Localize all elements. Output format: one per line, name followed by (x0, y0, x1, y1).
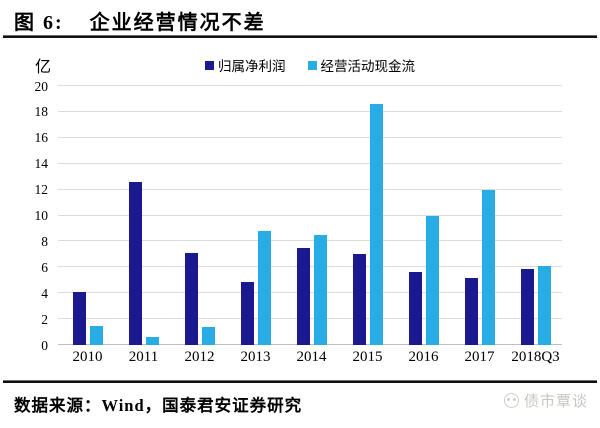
watermark: 债市覃谈 (503, 390, 588, 411)
figure-header: 图 6: 企业经营情况不差 (14, 6, 266, 35)
y-tick-label-16: 16 (34, 130, 49, 146)
bar-经营活动现金流-2017 (481, 189, 495, 345)
bar-group-2017 (450, 86, 506, 345)
bar-归属净利润-2016 (408, 272, 422, 345)
y-tick-label-8: 8 (41, 233, 48, 249)
watermark-logo-icon (503, 393, 519, 408)
bar-归属净利润-2014 (296, 247, 310, 345)
gridline-y-12 (58, 188, 562, 190)
bar-groups (58, 86, 562, 345)
x-tick-label-2013: 2013 (240, 349, 271, 365)
y-tick-label-6: 6 (41, 259, 48, 275)
gridline-y-0 (58, 344, 562, 345)
figure-title: 企业经营情况不差 (89, 12, 266, 34)
legend-label-net-profit: 归属净利润 (218, 59, 286, 74)
x-tick-label-2015: 2015 (352, 349, 383, 365)
y-axis-unit-label: 亿 (35, 59, 52, 76)
bar-归属净利润-2015 (352, 254, 366, 345)
bar-经营活动现金流-2012 (201, 326, 215, 345)
bar-group-2011 (114, 86, 170, 345)
legend: 归属净利润 经营活动现金流 (58, 55, 562, 75)
gridline-y-8 (58, 240, 562, 242)
y-tick-label-4: 4 (41, 285, 48, 301)
bar-归属净利润-2011 (128, 181, 142, 345)
gridline-y-10 (58, 214, 562, 216)
x-tick-label-2012: 2012 (184, 349, 215, 365)
y-tick-label-18: 18 (34, 104, 49, 120)
y-tick-label-20: 20 (34, 78, 49, 94)
gridline-y-4 (58, 292, 562, 294)
bar-group-2013 (226, 86, 282, 345)
bar-经营活动现金流-2013 (257, 231, 271, 345)
bar-group-2015 (338, 86, 394, 345)
bar-经营活动现金流-2018Q3 (537, 266, 551, 345)
y-tick-label-14: 14 (34, 155, 49, 171)
bar-经营活动现金流-2014 (313, 234, 327, 345)
bar-group-2010 (58, 86, 114, 345)
legend-item-net-profit: 归属净利润 (205, 55, 286, 75)
y-tick-label-2: 2 (41, 311, 48, 327)
bar-经营活动现金流-2010 (89, 325, 103, 345)
y-tick-label-0: 0 (41, 337, 48, 353)
gridline-y-14 (58, 162, 562, 164)
x-tick-label-2017: 2017 (464, 349, 495, 365)
y-tick-label-10: 10 (34, 207, 49, 223)
bar-group-2012 (170, 86, 226, 345)
x-tick-label-2018Q3: 2018Q3 (511, 349, 560, 365)
gridline-y-20 (58, 85, 562, 86)
bar-group-2014 (282, 86, 338, 345)
legend-swatch-net-profit-icon (205, 60, 214, 70)
x-tick-label-2010: 2010 (72, 349, 103, 365)
x-axis-labels: 2010 2011 2012 2013 2014 2015 2016 2017 2018Q3 (58, 349, 562, 366)
y-axis-labels: 0 2 4 6 8 10 12 14 16 18 20 (0, 79, 52, 351)
data-source: 数据来源：Wind，国泰君安证券研究 (14, 396, 303, 415)
bar-归属净利润-2018Q3 (520, 268, 534, 345)
legend-item-operating-cashflow: 经营活动现金流 (307, 55, 416, 75)
gridline-y-18 (58, 110, 562, 112)
x-tick-label-2014: 2014 (296, 349, 327, 365)
x-tick-label-2011: 2011 (128, 349, 159, 365)
x-tick-label-2016: 2016 (408, 349, 439, 365)
footer-divider (3, 380, 597, 383)
y-tick-label-12: 12 (34, 181, 49, 197)
figure-label: 图 6: (14, 12, 64, 34)
watermark-text: 债市覃谈 (523, 394, 588, 410)
title-divider (3, 35, 597, 38)
legend-label-operating-cashflow: 经营活动现金流 (320, 59, 416, 74)
bar-group-2016 (394, 86, 450, 345)
legend-swatch-operating-cashflow-icon (307, 60, 317, 70)
bar-经营活动现金流-2011 (145, 337, 159, 345)
gridline-y-2 (58, 318, 562, 320)
bar-归属净利润-2010 (72, 291, 86, 345)
bar-归属净利润-2012 (184, 253, 198, 345)
bar-归属净利润-2013 (240, 281, 254, 345)
gridline-y-6 (58, 266, 562, 268)
gridline-y-16 (58, 136, 562, 138)
bar-经营活动现金流-2015 (369, 104, 383, 345)
bar-经营活动现金流-2016 (425, 215, 439, 345)
bar-group-2018Q3 (506, 86, 562, 345)
bar-归属净利润-2017 (464, 277, 478, 345)
plot-area (58, 85, 562, 345)
